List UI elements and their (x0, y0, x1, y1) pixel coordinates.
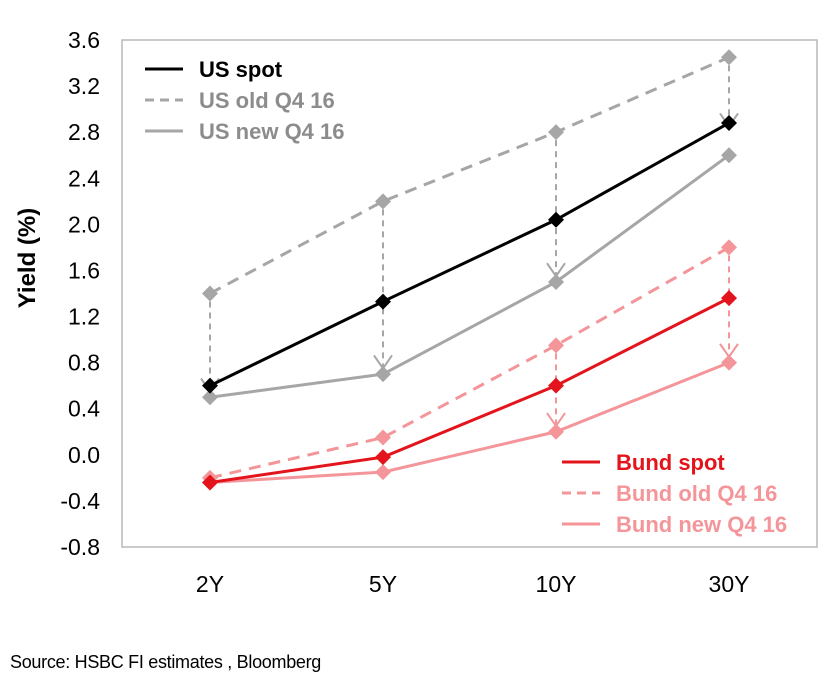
x-tick-label: 5Y (369, 571, 397, 597)
x-tick-label: 30Y (709, 571, 750, 597)
data-point-marker (548, 124, 564, 141)
x-axis-ticks: 2Y 5Y 10Y 30Y (196, 571, 750, 597)
data-point-marker (721, 49, 737, 66)
data-point-marker (375, 449, 391, 466)
y-tick-label: 2.8 (68, 119, 100, 145)
series-line (209, 121, 730, 388)
data-point-marker (721, 239, 737, 256)
data-point-marker (721, 114, 737, 131)
data-point-marker (375, 429, 391, 446)
legend-label: Bund new Q4 16 (616, 512, 787, 537)
y-tick-label: 3.6 (68, 27, 100, 53)
legend-label: Bund old Q4 16 (616, 481, 777, 506)
source-note: Source: HSBC FI estimates , Bloomberg (10, 652, 322, 672)
data-point-marker (721, 354, 737, 371)
data-point-marker (548, 211, 564, 228)
y-tick-label: 1.6 (68, 257, 100, 283)
data-point-marker (548, 423, 564, 440)
data-point-marker (548, 273, 564, 290)
y-tick-label: 0.8 (68, 350, 100, 376)
data-point-marker (202, 285, 218, 302)
data-point-marker (375, 293, 391, 310)
y-tick-label: 0.0 (68, 442, 100, 468)
y-tick-label: -0.4 (60, 488, 100, 514)
data-point-marker (548, 337, 564, 354)
series-line (209, 361, 730, 484)
series-lines (202, 49, 737, 491)
data-point-marker (375, 464, 391, 481)
data-point-marker (548, 377, 564, 394)
data-point-marker (202, 389, 218, 406)
x-tick-label: 2Y (196, 571, 224, 597)
y-axis-ticks: 3.6 3.2 2.8 2.4 2.0 1.6 1.2 0.8 0.4 0.0 -0.4 -0.8 (60, 27, 100, 560)
data-point-marker (721, 147, 737, 164)
legend-label: US old Q4 16 (199, 88, 335, 113)
y-tick-label: 2.0 (68, 211, 100, 237)
y-tick-label: 3.2 (68, 73, 100, 99)
legend-label: Bund spot (616, 450, 725, 475)
x-tick-label: 10Y (536, 571, 577, 597)
series-line (209, 296, 730, 484)
legend-bund: Bund spot Bund old Q4 16 Bund new Q4 16 (562, 450, 787, 537)
y-tick-label: 0.4 (68, 396, 100, 422)
y-axis-title: Yield (%) (14, 208, 41, 308)
data-point-marker (202, 377, 218, 394)
legend-us: US spot US old Q4 16 US new Q4 16 (145, 57, 345, 144)
data-point-marker (375, 366, 391, 383)
y-tick-label: 1.2 (68, 304, 100, 330)
plot-area-border (121, 39, 818, 548)
data-point-marker (375, 193, 391, 210)
data-point-marker (202, 474, 218, 491)
series-line (209, 55, 730, 295)
data-point-marker (721, 290, 737, 307)
legend-label: US spot (199, 57, 283, 82)
series-line (209, 246, 730, 480)
series-line (209, 154, 730, 399)
legend-label: US new Q4 16 (199, 119, 345, 144)
y-tick-label: 2.4 (68, 165, 100, 191)
y-tick-label: -0.8 (60, 534, 100, 560)
